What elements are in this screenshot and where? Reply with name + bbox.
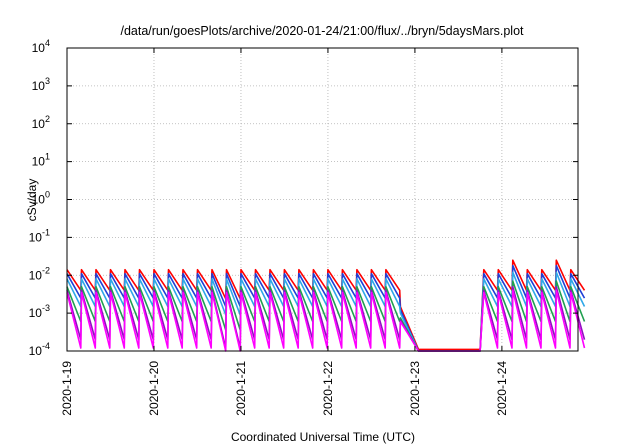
series-line-5	[66, 289, 586, 352]
y-tick-label: 103	[32, 76, 50, 93]
x-axis-label: Coordinated Universal Time (UTC)	[231, 430, 415, 444]
y-axis: 10-4 10-3 10-2 10-1 100 101 102 103 104	[29, 38, 578, 358]
y-axis-label: cSv/day	[25, 179, 39, 222]
y-tick-label: 10-2	[29, 265, 50, 282]
x-tick-label: 2020-1-23	[408, 361, 422, 416]
y-tick-label: 10-4	[29, 341, 50, 358]
x-tick-label: 2020-1-19	[60, 361, 74, 416]
y-tick-label: 10-3	[29, 303, 50, 320]
y-tick-label: 101	[32, 152, 50, 169]
y-tick-label: 10-1	[29, 227, 50, 244]
chart-title: /data/run/goesPlots/archive/2020-01-24/2…	[120, 24, 524, 38]
series-group	[66, 259, 586, 352]
x-tick-label: 2020-1-22	[321, 361, 335, 416]
x-tick-label: 2020-1-20	[147, 361, 161, 416]
x-axis: 2020-1-19 2020-1-20 2020-1-21 2020-1-22 2020…	[60, 48, 509, 416]
y-tick-label: 100	[32, 190, 50, 207]
x-tick-label: 2020-1-21	[234, 361, 248, 416]
y-tick-label: 104	[32, 38, 50, 55]
y-tick-label: 102	[32, 114, 50, 131]
x-tick-label: 2020-1-24	[495, 361, 509, 416]
